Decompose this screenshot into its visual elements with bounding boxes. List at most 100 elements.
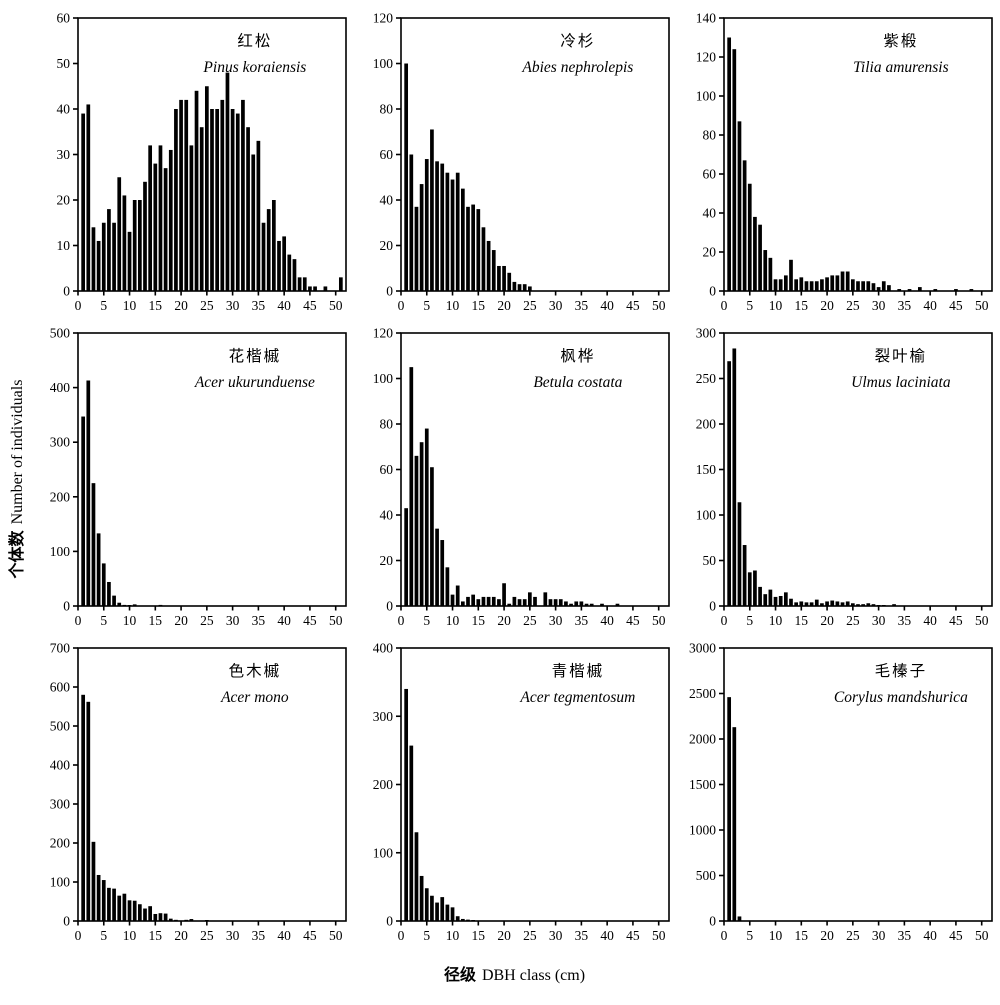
y-tick-label: 40 xyxy=(380,193,394,208)
bar xyxy=(91,483,96,606)
x-tick-label: 40 xyxy=(923,613,937,628)
bar xyxy=(491,596,496,606)
bar xyxy=(117,602,122,606)
y-axis-label: 个体数 Number of individuals xyxy=(0,6,30,951)
bar xyxy=(522,599,527,606)
y-tick-label: 50 xyxy=(703,553,717,568)
bar xyxy=(137,904,142,921)
bar xyxy=(773,279,778,291)
panel-title-cn: 裂叶榆 xyxy=(875,347,928,365)
bar xyxy=(486,596,491,606)
y-tick-label: 20 xyxy=(57,193,71,208)
bar xyxy=(148,906,153,921)
bar xyxy=(856,281,860,291)
bar xyxy=(210,109,214,291)
bar xyxy=(143,908,147,921)
bar xyxy=(727,697,732,921)
bar xyxy=(543,592,548,606)
bar xyxy=(424,888,429,921)
x-tick-label: 45 xyxy=(303,613,317,628)
bar xyxy=(778,279,783,291)
y-tick-label: 80 xyxy=(380,417,394,432)
x-tick-label: 10 xyxy=(769,298,783,313)
x-tick-label: 50 xyxy=(652,298,666,313)
panel-title-cn: 花楷槭 xyxy=(229,347,282,365)
bar xyxy=(450,594,455,607)
panel-title-cn: 毛榛子 xyxy=(875,662,928,680)
bar xyxy=(435,902,439,921)
y-tick-label: 0 xyxy=(709,284,716,299)
bar xyxy=(256,140,261,291)
x-tick-label: 30 xyxy=(226,298,240,313)
x-tick-label: 20 xyxy=(820,298,834,313)
panel-acer-mono: 0 5 10 15 20 25 30 35 40 45 50 0 100 200 300 400 500 600 7… xyxy=(30,636,353,951)
x-tick-label: 15 xyxy=(795,298,809,313)
x-tick-label: 15 xyxy=(472,928,486,943)
bar xyxy=(907,289,912,291)
y-tick-label: 120 xyxy=(696,50,717,65)
x-tick-label: 45 xyxy=(303,298,317,313)
bar xyxy=(840,602,845,606)
x-tick-label: 0 xyxy=(75,613,82,628)
bar xyxy=(897,289,902,291)
x-tick-label: 5 xyxy=(100,928,107,943)
x-tick-label: 50 xyxy=(652,928,666,943)
x-tick-label: 35 xyxy=(575,298,589,313)
x-tick-label: 5 xyxy=(746,928,753,943)
bar xyxy=(763,594,768,606)
panel-ulmus-laciniata: 0 5 10 15 20 25 30 35 40 45 50 0 50 100 150 200 250 300 裂叶… xyxy=(676,321,999,636)
bar xyxy=(783,592,788,606)
bar xyxy=(101,222,106,291)
y-tick-label: 0 xyxy=(386,284,393,299)
x-tick-label: 20 xyxy=(174,928,188,943)
y-tick-label: 3000 xyxy=(689,641,716,656)
bar xyxy=(727,361,732,606)
x-tick-label: 10 xyxy=(446,298,460,313)
bar xyxy=(435,161,439,291)
bar xyxy=(737,502,742,606)
x-tick-label: 35 xyxy=(898,928,912,943)
bar xyxy=(163,168,168,291)
x-tick-label: 20 xyxy=(174,298,188,313)
panel-betula-costata: 0 5 10 15 20 25 30 35 40 45 50 0 20 40 60 80 100 120 枫桦 Bet… xyxy=(353,321,676,636)
bar xyxy=(246,127,250,291)
y-tick-label: 100 xyxy=(373,56,394,71)
y-tick-label: 400 xyxy=(373,641,394,656)
bar xyxy=(101,880,106,921)
bar xyxy=(132,200,137,291)
bar xyxy=(564,601,568,606)
y-tick-label: 30 xyxy=(57,147,71,162)
bar xyxy=(445,172,450,291)
y-tick-label: 50 xyxy=(57,56,71,71)
x-tick-label: 50 xyxy=(975,298,989,313)
panel-title-latin: Abies nephrolepis xyxy=(521,59,633,76)
y-axis-label-en: Number of individuals xyxy=(9,379,26,524)
bar xyxy=(486,240,491,291)
bar-chart-acer-ukurunduense: 0 5 10 15 20 25 30 35 40 45 500100200300400500花楷槭A… xyxy=(50,326,347,628)
bar xyxy=(251,154,256,291)
y-tick-label: 200 xyxy=(373,777,394,792)
panel-title-latin: Tilia amurensis xyxy=(853,59,948,76)
bar xyxy=(122,195,127,291)
x-tick-label: 5 xyxy=(746,298,753,313)
x-tick-label: 35 xyxy=(575,613,589,628)
y-tick-label: 0 xyxy=(709,599,716,614)
x-tick-label: 50 xyxy=(975,928,989,943)
bar xyxy=(168,918,173,921)
y-tick-label: 100 xyxy=(696,89,717,104)
bar-chart-tilia-amurensis: 0 5 10 15 20 25 30 35 40 45 50 0 20 40 60 80 100 120 140 紫椴… xyxy=(696,11,993,313)
bar xyxy=(799,601,804,606)
panel-pinus-koraiensis: 0 5 10 15 20 25 30 35 40 45 50 0 10 20 30 40 50 60 红松 Pinus… xyxy=(30,6,353,321)
x-tick-label: 45 xyxy=(626,928,640,943)
bar xyxy=(460,601,465,606)
bar xyxy=(840,271,845,291)
x-tick-label: 45 xyxy=(949,928,963,943)
bar xyxy=(271,200,276,291)
bar xyxy=(107,887,111,921)
x-tick-label: 15 xyxy=(795,613,809,628)
y-axis-label-cn: 个体数 xyxy=(9,529,26,578)
bar xyxy=(512,281,517,291)
y-tick-label: 100 xyxy=(50,875,71,890)
x-tick-label: 10 xyxy=(446,613,460,628)
